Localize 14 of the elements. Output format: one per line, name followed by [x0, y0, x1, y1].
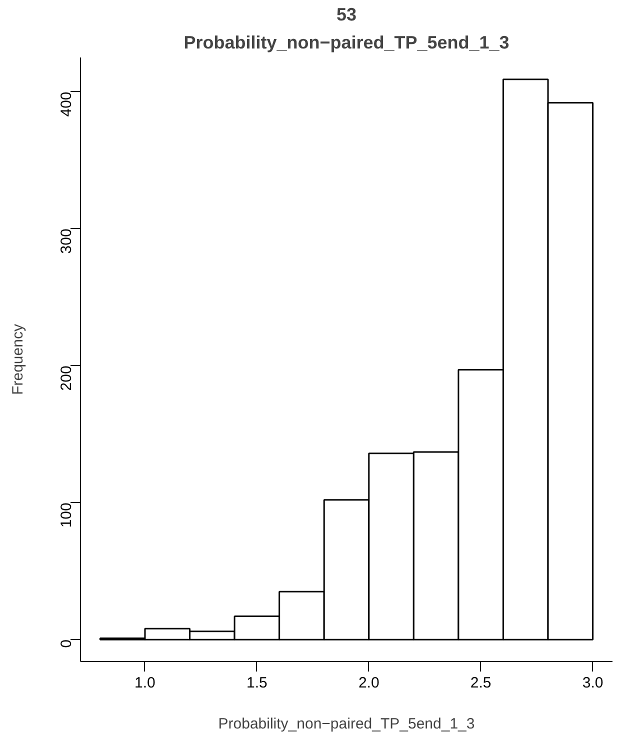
y-tick-label: 100 [58, 502, 75, 528]
y-axis-title: Frequency [10, 324, 26, 395]
x-tick-label: 2.0 [358, 674, 380, 692]
chart-subtitle: Probability_non−paired_TP_5end_1_3 [184, 32, 510, 52]
x-axis-title: Probability_non−paired_TP_5end_1_3 [218, 716, 475, 732]
y-tick-label: 400 [58, 92, 75, 117]
x-tick-label: 2.5 [470, 674, 492, 692]
x-tick-label: 3.0 [582, 674, 604, 692]
chart-title: 53 [336, 4, 357, 24]
y-tick-label: 300 [58, 228, 75, 254]
x-tick-label: 1.0 [134, 674, 156, 692]
x-tick-label: 1.5 [246, 674, 268, 692]
y-tick-label: 200 [58, 366, 75, 391]
y-tick-label: 0 [58, 640, 75, 648]
